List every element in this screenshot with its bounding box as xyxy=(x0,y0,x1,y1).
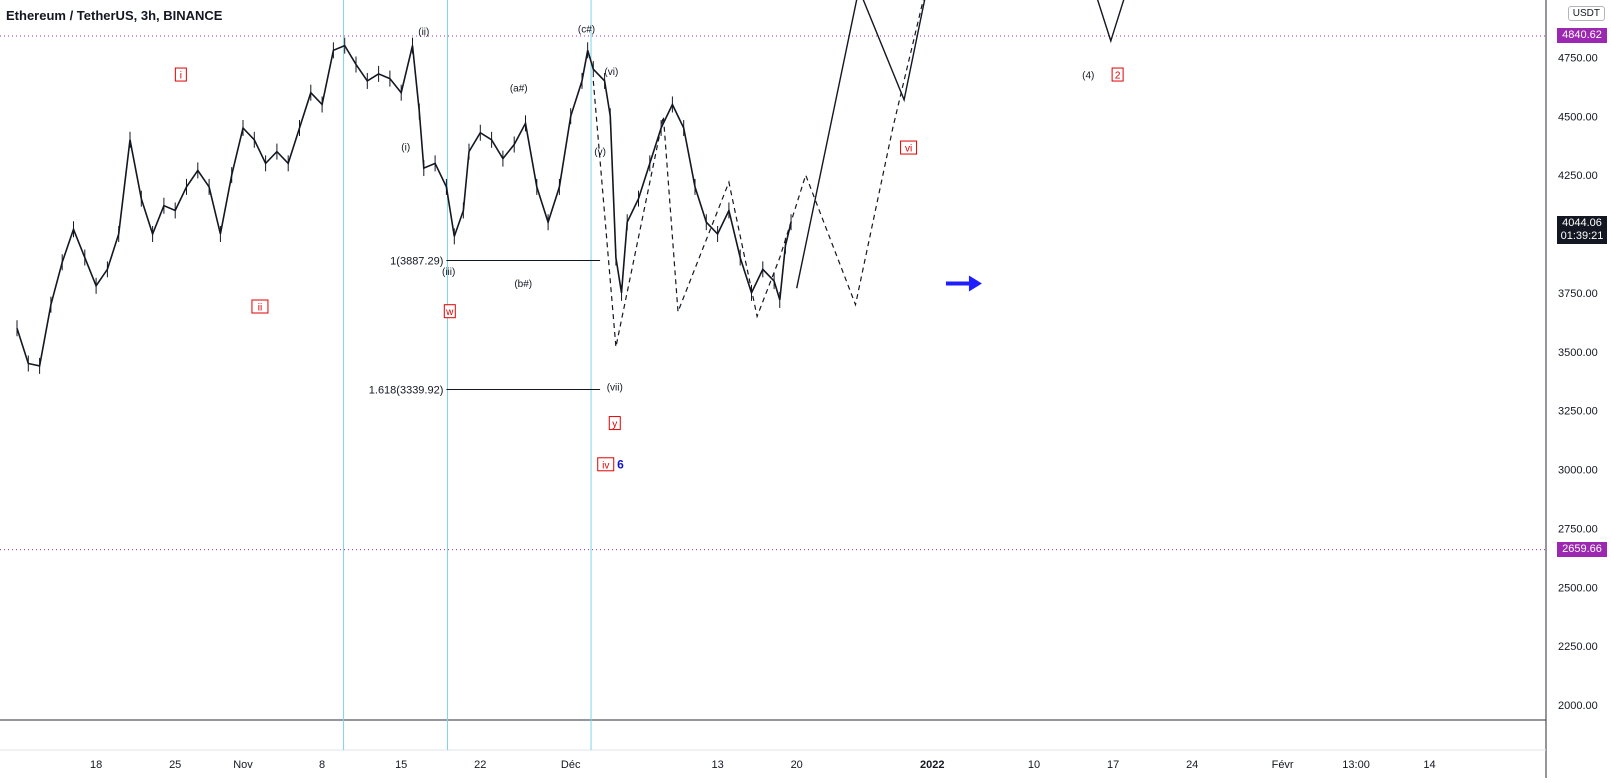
x-tick-label: Févr xyxy=(1272,759,1294,771)
wave-label-box xyxy=(900,140,918,155)
y-tick-label: 2000.00 xyxy=(1558,700,1598,712)
wave-label-box xyxy=(597,457,615,472)
x-tick-label: 25 xyxy=(169,759,181,771)
wave-label: y xyxy=(612,419,617,430)
y-tick-label: 3750.00 xyxy=(1558,288,1598,300)
x-tick-label: 20 xyxy=(791,759,803,771)
wave-label-box xyxy=(608,416,621,431)
y-tick-label: 3500.00 xyxy=(1558,347,1598,359)
fib-level-label: 1.618(3339.92) xyxy=(369,384,444,396)
projection-dashed xyxy=(592,0,924,348)
wave-label: ii xyxy=(258,303,262,314)
projection-solid xyxy=(796,0,1125,289)
wave-label: (c#) xyxy=(578,25,595,36)
wave-label: vi xyxy=(905,144,912,155)
y-tick-label: 2750.00 xyxy=(1558,523,1598,535)
support-price-tag: 2659.66 xyxy=(1557,541,1607,557)
x-tick-label: 2022 xyxy=(920,759,944,771)
y-tick-label: 4500.00 xyxy=(1558,111,1598,123)
wave-label: 2 xyxy=(1115,71,1121,82)
resistance-price-tag: 4840.62 xyxy=(1557,28,1607,44)
wave-label-box xyxy=(443,304,456,319)
symbol-title: Ethereum / TetherUS, 3h, BINANCE xyxy=(6,8,223,23)
x-tick-label: Déc xyxy=(561,759,581,771)
wave-label: (v) xyxy=(594,147,606,158)
bar-countdown: 01:39:21 xyxy=(1560,229,1604,242)
y-tick-label: 2250.00 xyxy=(1558,641,1598,653)
wave-label: (iii) xyxy=(442,267,455,278)
wave-label: iv xyxy=(602,460,609,471)
x-tick-label: 13:00 xyxy=(1342,759,1370,771)
fib-level-label: 1(3887.29) xyxy=(390,256,443,268)
y-tick-label: 3000.00 xyxy=(1558,465,1598,477)
x-tick-label: 22 xyxy=(474,759,486,771)
wave-label-box xyxy=(251,299,269,314)
wave-label: (vii) xyxy=(607,383,623,394)
price-series-line xyxy=(16,44,792,367)
x-tick-label: 18 xyxy=(90,759,102,771)
currency-badge[interactable]: USDT xyxy=(1567,6,1605,21)
wave-label: 6 xyxy=(617,457,624,471)
wave-label: (4) xyxy=(1082,71,1094,82)
y-tick-label: 4250.00 xyxy=(1558,170,1598,182)
wave-label: i xyxy=(180,71,182,82)
y-tick-label: 3250.00 xyxy=(1558,406,1598,418)
x-tick-label: Nov xyxy=(233,759,253,771)
last-price-value: 4044.06 xyxy=(1562,216,1602,229)
x-tick-label: 24 xyxy=(1186,759,1198,771)
wave-label: (ii) xyxy=(418,27,429,38)
x-tick-label: 14 xyxy=(1423,759,1435,771)
y-tick-label: 2500.00 xyxy=(1558,582,1598,594)
y-tick-label: 4750.00 xyxy=(1558,52,1598,64)
wave-label-box xyxy=(1111,67,1124,82)
wave-label: (b#) xyxy=(514,279,532,290)
wave-label: (a#) xyxy=(510,83,528,94)
x-tick-label: 17 xyxy=(1107,759,1119,771)
x-tick-label: 13 xyxy=(711,759,723,771)
wave-label-box xyxy=(174,67,187,82)
last-price-tag: 4044.06 01:39:21 xyxy=(1557,215,1607,244)
wave-label: w xyxy=(445,307,454,318)
wave-label: (vi) xyxy=(604,67,618,78)
x-tick-label: 10 xyxy=(1028,759,1040,771)
x-tick-label: 15 xyxy=(395,759,407,771)
right-arrow-icon xyxy=(945,275,982,292)
x-tick-label: 8 xyxy=(319,759,325,771)
wave-label: (i) xyxy=(401,142,410,153)
